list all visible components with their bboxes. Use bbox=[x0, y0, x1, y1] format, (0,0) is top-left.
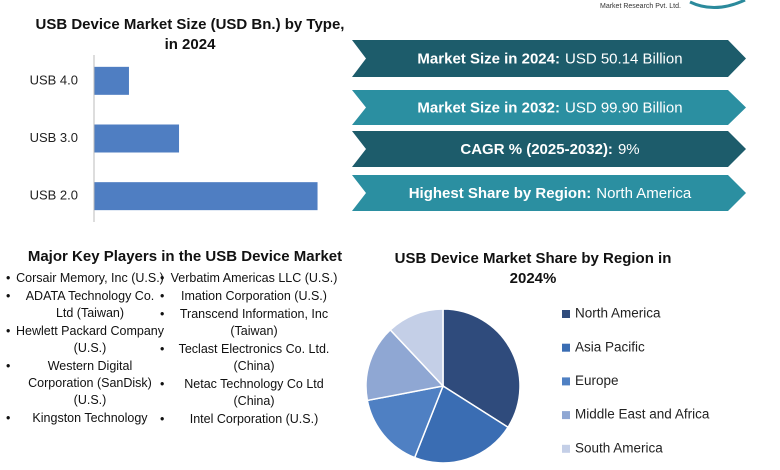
legend-label: Asia Pacific bbox=[575, 339, 645, 354]
y-tick-label: USB 4.0 bbox=[30, 72, 78, 87]
highlight-label: CAGR % (2025-2032): bbox=[460, 141, 613, 158]
highlight-text: CAGR % (2025-2032): 9% bbox=[460, 141, 639, 158]
highlight-banner bbox=[352, 90, 746, 125]
highlight-value: USD 99.90 Billion bbox=[565, 99, 683, 116]
highlight-text: Market Size in 2024: USD 50.14 Billion bbox=[417, 50, 682, 67]
highlight-value: 9% bbox=[618, 141, 640, 158]
pie-slice bbox=[366, 385, 445, 459]
player: Corsair Memory, Inc (U.S.) bbox=[6, 270, 164, 287]
player: Netac Technology Co Ltd (China) bbox=[160, 376, 338, 410]
pie-title: USB Device Market Share by Region in 202… bbox=[394, 250, 672, 287]
pie-slice bbox=[413, 384, 510, 464]
highlight-label: Market Size in 2032: bbox=[417, 99, 560, 116]
player: Verbatim Americas LLC (U.S.) bbox=[160, 270, 338, 287]
legend-label: Europe bbox=[575, 373, 619, 388]
highlight-label: Highest Share by Region: bbox=[409, 185, 592, 202]
brand: Market Research Pvt. Ltd. bbox=[600, 3, 681, 10]
legend-swatch bbox=[562, 411, 570, 420]
player: Hewlett Packard Company (U.S.) bbox=[6, 323, 164, 357]
highlight-text: Highest Share by Region: North America bbox=[409, 185, 692, 202]
legend-swatch bbox=[562, 310, 570, 318]
players-column: Verbatim Americas LLC (U.S.)Imation Corp… bbox=[160, 270, 338, 429]
highlight-label: Market Size in 2024: bbox=[417, 50, 560, 67]
player: Teclast Electronics Co. Ltd. (China) bbox=[160, 341, 338, 375]
player: Imation Corporation (U.S.) bbox=[160, 288, 338, 305]
players-column: Corsair Memory, Inc (U.S.)ADATA Technolo… bbox=[6, 270, 164, 428]
bar bbox=[94, 182, 318, 211]
bar-title: USB Device Market Size (USD Bn.) by Type… bbox=[35, 16, 345, 53]
bar bbox=[94, 66, 129, 95]
y-tick-label: USB 3.0 bbox=[30, 130, 78, 145]
legend-swatch bbox=[562, 343, 570, 352]
player: ADATA Technology Co. Ltd (Taiwan) bbox=[6, 288, 164, 322]
y-tick-label: USB 2.0 bbox=[30, 188, 78, 203]
pie-slice bbox=[365, 328, 445, 402]
player: Kingston Technology bbox=[6, 410, 164, 427]
highlight-banner bbox=[352, 175, 746, 211]
pie-slice bbox=[389, 308, 444, 388]
legend-swatch bbox=[562, 444, 570, 453]
player: Intel Corporation (U.S.) bbox=[160, 411, 338, 428]
highlight-text: Market Size in 2032: USD 99.90 Billion bbox=[417, 99, 682, 116]
highlight-banner bbox=[352, 131, 746, 167]
player: Transcend Information, Inc (Taiwan) bbox=[160, 306, 338, 340]
player: Western Digital Corporation (SanDisk) (U… bbox=[6, 358, 164, 409]
legend-swatch bbox=[562, 377, 570, 386]
highlight-banner bbox=[352, 40, 746, 77]
highlight-value: USD 50.14 Billion bbox=[565, 50, 683, 67]
highlight-value: North America bbox=[596, 185, 692, 202]
legend-label: North America bbox=[575, 306, 661, 321]
legend-label: South America bbox=[575, 440, 663, 455]
bar bbox=[94, 124, 180, 153]
players-title: Major Key Players in the USB Device Mark… bbox=[27, 248, 343, 265]
legend-label: Middle East and Africa bbox=[575, 407, 710, 422]
logo-swoosh bbox=[689, 0, 746, 9]
